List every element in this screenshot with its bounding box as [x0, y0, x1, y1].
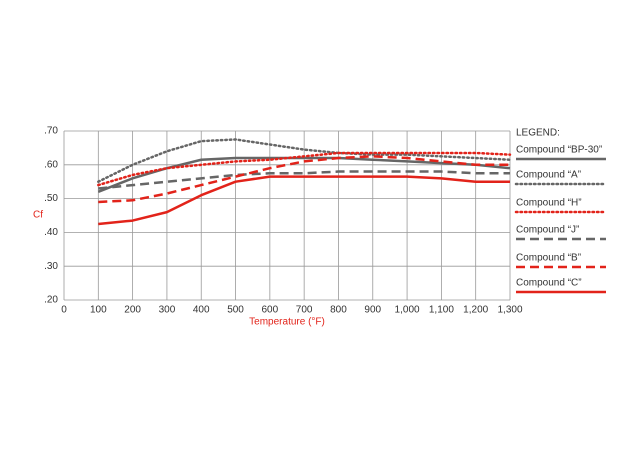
- series-line: [97, 151, 512, 187]
- x-tick-label: 1,300: [497, 305, 522, 316]
- legend-label: Compound “B”: [516, 253, 581, 264]
- y-tick-label: .50: [44, 193, 58, 204]
- x-tick-label: 200: [124, 305, 141, 316]
- series-line: [98, 170, 510, 190]
- x-tick-label: 700: [296, 305, 313, 316]
- series-line: [97, 156, 511, 194]
- legend-label: Compound “BP-30”: [516, 145, 602, 156]
- x-tick-label: 0: [61, 305, 67, 316]
- y-tick-label: .30: [44, 261, 58, 272]
- x-tick-label: 500: [227, 305, 244, 316]
- x-tick-label: 1,200: [463, 305, 488, 316]
- y-axis-label: Cf: [33, 210, 43, 221]
- legend-title: LEGEND:: [516, 128, 560, 139]
- y-tick-label: .70: [44, 126, 58, 137]
- x-tick-label: 600: [262, 305, 279, 316]
- x-tick-label: 400: [193, 305, 210, 316]
- x-tick-label: 1,000: [395, 305, 420, 316]
- series-line: [98, 175, 510, 226]
- x-tick-label: 900: [364, 305, 381, 316]
- legend-label: Compound “H”: [516, 198, 582, 209]
- x-tick-label: 300: [159, 305, 176, 316]
- y-tick-label: .60: [44, 159, 58, 170]
- series-line: [97, 138, 512, 183]
- legend-label: Compound “C”: [516, 278, 582, 289]
- x-tick-label: 100: [90, 305, 107, 316]
- x-axis-label: Temperature (°F): [249, 317, 325, 328]
- y-tick-label: .20: [44, 295, 58, 306]
- legend-label: Compound “A”: [516, 170, 581, 181]
- series-line: [98, 155, 510, 204]
- y-tick-label: .40: [44, 227, 58, 238]
- x-tick-label: 800: [330, 305, 347, 316]
- x-tick-label: 1,100: [429, 305, 454, 316]
- legend-label: Compound “J”: [516, 225, 579, 236]
